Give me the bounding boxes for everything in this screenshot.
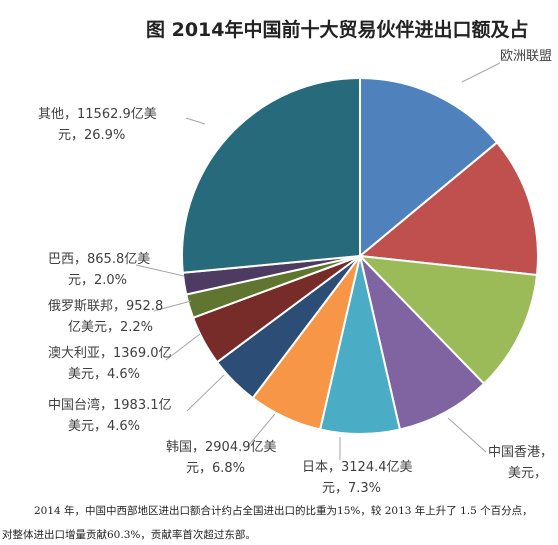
pie-slice-1	[359, 76, 499, 259]
pie-slice-4	[358, 252, 486, 431]
slice-label-5-line-1: 日本，3124.4亿美	[302, 460, 413, 475]
leader-line-8	[165, 333, 201, 361]
slice-label-11-line-1: 其他，11562.9亿美	[38, 107, 157, 122]
slice-label-4-line-1: 中国香港，	[488, 445, 553, 460]
leader-line-7	[186, 374, 225, 412]
slice-label-9-line-2: 亿美元，2.2%	[68, 320, 153, 335]
slice-label-10-line-2: 元，2.0%	[68, 273, 127, 288]
slice-label-6-line-1: 韩国，2904.9亿美	[166, 440, 277, 455]
chart-title: 图 2014年中国前十大贸易伙伴进出口额及占	[146, 18, 529, 41]
pie-slices	[181, 76, 539, 435]
slice-label-11-line-2: 元，26.9%	[58, 128, 125, 143]
slice-label-7-line-1: 中国台湾，1983.1亿	[48, 397, 172, 413]
pie-slice-3	[357, 254, 539, 386]
slice-label-7-line-2: 美元，4.6%	[68, 419, 140, 434]
footer-text-line-1: 2014 年，中国中西部地区进出口额合计约占全国进出口的比重为15%，较 201…	[34, 505, 533, 517]
leader-line-1	[461, 62, 501, 83]
leader-lines	[135, 62, 501, 460]
slice-label-1-line-1: 欧洲联盟	[500, 49, 552, 64]
slice-label-5-line-2: 元，7.3%	[322, 481, 381, 496]
slice-label-4-line-2: 美元，	[508, 466, 547, 481]
pie-slice-11	[181, 76, 361, 274]
slice-label-9-line-1: 俄罗斯联邦，952.8	[48, 299, 163, 314]
leader-line-10	[135, 264, 185, 277]
slice-label-8-line-2: 美元，4.6%	[68, 367, 140, 382]
leader-line-11	[185, 117, 206, 125]
slice-label-10-line-1: 巴西，865.8亿美	[48, 252, 150, 267]
leader-line-9	[153, 300, 192, 312]
slice-label-8-line-1: 澳大利亚，1369.0亿	[48, 345, 172, 361]
leader-line-6	[247, 413, 276, 447]
leader-line-4	[447, 417, 487, 453]
footer-text-line-2: 对整体进出口增量贡献60.3%，贡献率首次超过东部。	[2, 529, 256, 541]
pie-slice-2	[357, 141, 539, 277]
slice-label-6-line-2: 元，6.8%	[186, 461, 245, 476]
